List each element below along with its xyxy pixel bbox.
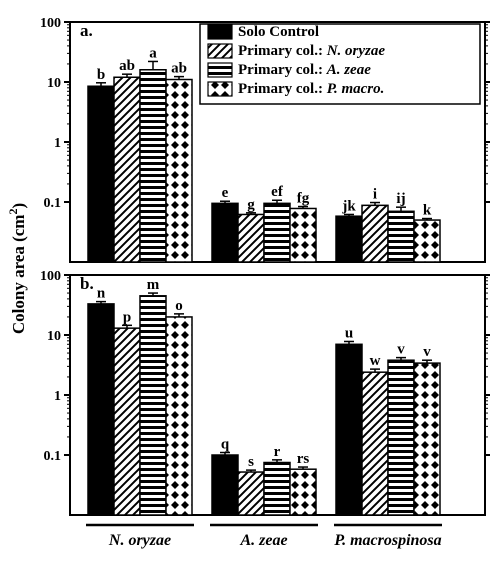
- sig-letter: k: [423, 203, 432, 219]
- bar: [88, 86, 114, 262]
- ytick: 1: [54, 389, 61, 404]
- sig-letter: a: [149, 45, 157, 61]
- xcat-label: P. macrospinosa: [333, 532, 441, 549]
- sig-letter: r: [274, 444, 281, 460]
- sig-letter: w: [370, 353, 381, 369]
- bar: [336, 344, 362, 515]
- sig-letter: ab: [171, 61, 187, 77]
- legend-swatch: [208, 63, 232, 77]
- ytick: 10: [47, 76, 61, 91]
- figure: 0.1110100a.babaabegeffgjkiijk0.1110100b.…: [0, 0, 500, 579]
- legend-label: Primary col.: P. macro.: [238, 81, 384, 97]
- legend-swatch: [208, 44, 232, 58]
- sig-letter: u: [345, 325, 353, 341]
- ytick: 10: [47, 329, 61, 344]
- legend-label: Solo Control: [238, 24, 319, 40]
- sig-letter: e: [222, 185, 229, 201]
- bar: [388, 211, 414, 262]
- sig-letter: v: [397, 342, 405, 358]
- bar: [140, 296, 166, 515]
- bar: [388, 360, 414, 515]
- ytick: 100: [40, 269, 61, 284]
- sig-letter: s: [248, 454, 254, 470]
- bar: [414, 220, 440, 262]
- legend-swatch: [208, 25, 232, 39]
- sig-letter: m: [147, 277, 160, 293]
- sig-letter: q: [221, 437, 230, 453]
- sig-letter: jk: [341, 198, 356, 214]
- bar: [290, 208, 316, 262]
- bar: [290, 469, 316, 515]
- bar: [140, 70, 166, 262]
- bar: [114, 77, 140, 262]
- sig-letter: ab: [119, 58, 135, 74]
- bar: [264, 462, 290, 515]
- legend-label: Primary col.: A. zeae: [238, 62, 371, 78]
- sig-letter: o: [175, 298, 183, 314]
- sig-letter: b: [97, 67, 105, 83]
- bar: [362, 372, 388, 515]
- sig-letter: i: [373, 187, 377, 203]
- legend-label: Primary col.: N. oryzae: [238, 43, 385, 59]
- ytick: 0.1: [44, 196, 62, 211]
- panel-letter-a: a.: [80, 21, 93, 40]
- sig-letter: p: [123, 309, 131, 325]
- bar: [88, 304, 114, 515]
- panel-letter-b: b.: [80, 274, 94, 293]
- bar: [166, 317, 192, 515]
- bar: [414, 363, 440, 515]
- bar: [114, 328, 140, 515]
- ytick: 100: [40, 16, 61, 31]
- ytick: 0.1: [44, 449, 62, 464]
- bar: [362, 205, 388, 262]
- bar: [212, 455, 238, 515]
- sig-letter: g: [247, 197, 255, 213]
- sig-letter: fg: [297, 191, 310, 207]
- xcat-label: N. oryzae: [108, 532, 171, 549]
- legend-swatch: [208, 82, 232, 96]
- bar: [166, 80, 192, 262]
- sig-letter: n: [97, 286, 106, 302]
- sig-letter: ef: [271, 184, 284, 200]
- bar: [238, 214, 264, 262]
- bar: [264, 203, 290, 262]
- ytick: 1: [54, 136, 61, 151]
- y-axis-label: Colony area (cm2): [6, 203, 28, 334]
- bar: [238, 472, 264, 515]
- sig-letter: ij: [396, 191, 405, 207]
- sig-letter: rs: [297, 451, 310, 467]
- bar: [212, 203, 238, 262]
- bar: [336, 216, 362, 262]
- xcat-label: A. zeae: [239, 532, 287, 549]
- sig-letter: v: [423, 344, 431, 360]
